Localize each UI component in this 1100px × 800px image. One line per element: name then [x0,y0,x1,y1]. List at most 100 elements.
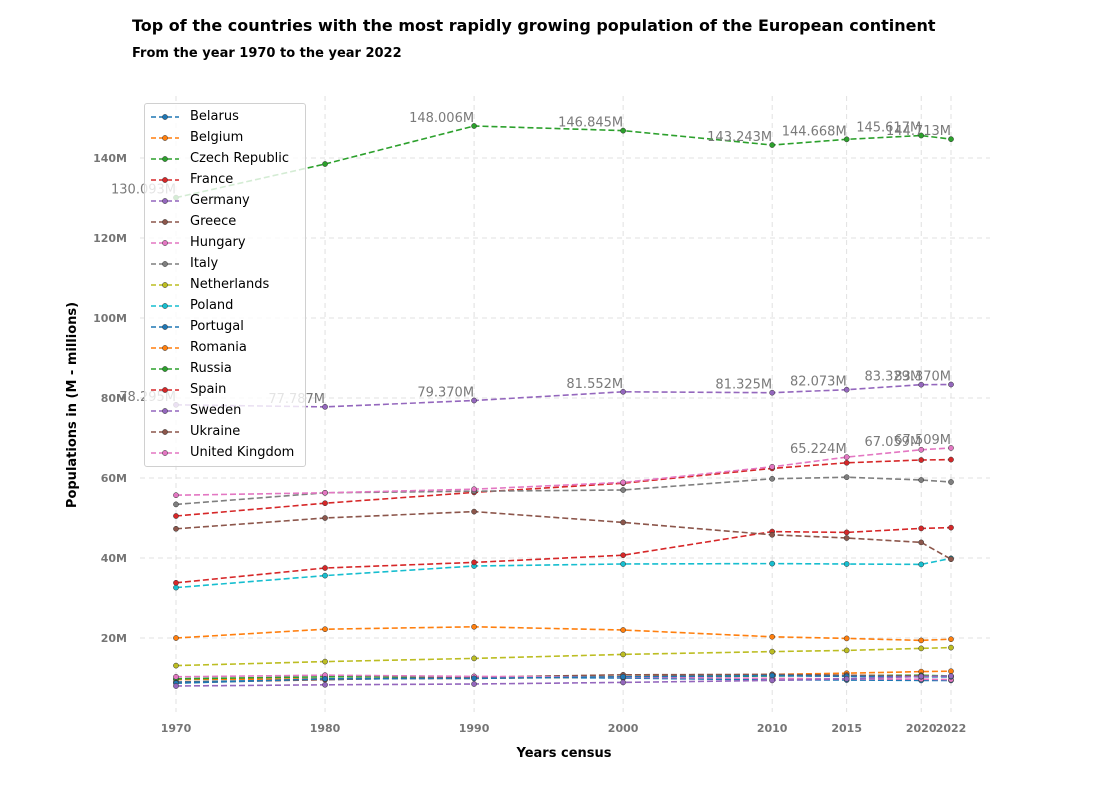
data-point-belgium [948,668,954,675]
series-ukraine [173,508,954,563]
legend-label: Ukraine [190,424,241,439]
x-tick-label: 1970 [161,722,192,735]
data-point-united-kingdom [620,479,626,486]
data-point-romania [918,637,925,644]
x-axis-label: Years census [516,746,612,761]
data-point-germany [620,388,626,395]
legend-label: Hungary [190,235,246,250]
legend-swatch [151,113,179,120]
data-point-ukraine [948,556,954,563]
legend-swatch [151,365,179,372]
data-point-sweden [948,673,954,679]
y-tick-label: 120M [93,232,127,245]
data-point-united-kingdom [173,492,179,499]
series-line-poland [175,557,952,589]
data-point-romania [843,635,850,642]
legend-item-germany: Germany [145,190,305,211]
legend-label: United Kingdom [190,445,295,460]
data-point-netherlands [322,658,328,665]
data-label: 144.713M [886,124,951,139]
data-point-hungary [173,673,179,680]
legend-swatch [151,134,179,141]
data-point-sweden [918,673,925,680]
legend-label: Greece [190,214,237,229]
data-point-france [322,500,328,507]
data-point-germany [769,389,776,396]
data-point-united-kingdom [322,489,328,496]
data-point-ukraine [471,508,477,515]
data-point-italy [918,477,925,483]
series-line-ukraine [175,510,952,560]
series-italy [173,474,954,508]
legend-label: Belgium [190,130,244,145]
data-point-poland [173,584,179,591]
data-point-romania [620,627,626,633]
data-point-germany [918,381,925,388]
legend-swatch [151,344,179,351]
y-tick-label: 80M [101,392,127,405]
legend-item-hungary: Hungary [145,232,305,253]
legend-swatch [151,407,179,414]
data-point-romania [322,626,328,633]
legend-item-italy: Italy [145,253,305,274]
y-tick-label: 20M [101,632,127,645]
data-point-netherlands [769,648,776,655]
series-line-germany [175,383,952,408]
legend-swatch [151,449,179,456]
data-point-italy [620,487,626,493]
series-netherlands [173,644,954,669]
data-point-france [918,457,925,463]
data-point-ukraine [620,519,626,526]
data-label: 146.845M [558,116,623,131]
data-point-portugal [322,675,328,682]
data-point-ukraine [769,531,776,538]
legend-label: France [190,172,234,187]
data-label: 67.059M [864,435,921,450]
x-tick-label: 2015 [831,722,862,735]
data-point-netherlands [918,645,925,652]
data-point-netherlands [843,647,850,654]
data-point-italy [173,501,179,508]
data-point-russia [471,123,477,129]
y-tick-label: 140M [93,152,127,165]
legend-item-netherlands: Netherlands [145,274,305,295]
data-point-romania [173,635,179,641]
data-point-poland [620,561,626,567]
series-poland [173,555,954,591]
legend-item-greece: Greece [145,211,305,232]
x-tick-label: 2022 [936,722,967,735]
series-line-italy [175,476,952,506]
data-point-united-kingdom [948,445,954,451]
y-tick-label: 40M [101,552,127,565]
data-point-germany [471,397,477,404]
data-point-spain [620,552,626,559]
legend-item-belarus: Belarus [145,106,305,127]
data-point-germany [948,381,954,388]
data-point-poland [769,560,776,567]
data-label: 83.329M [864,370,921,385]
data-point-united-kingdom [843,454,850,460]
data-label: 83.370M [894,370,951,385]
data-label: 81.552M [566,377,623,392]
data-point-sweden [471,681,477,687]
data-point-sweden [322,681,328,688]
data-label: 143.243M [707,130,772,145]
data-point-ukraine [322,515,328,521]
data-point-spain [843,529,850,536]
x-tick-label: 1980 [310,722,341,735]
legend-label: Czech Republic [190,151,289,166]
legend-swatch [151,281,179,288]
series-line-russia [175,125,952,199]
chart-legend: Belarus Belgium Czech Republic France German… [144,103,306,467]
data-point-poland [918,561,925,568]
legend-label: Sweden [190,403,242,418]
data-point-germany [322,404,328,410]
data-label: 82.073M [790,375,847,390]
data-point-romania [471,623,477,630]
data-point-romania [769,633,776,640]
data-point-russia [620,127,626,134]
x-tick-label: 2020 [906,722,937,735]
legend-label: Poland [190,298,234,313]
data-point-ukraine [843,535,850,541]
